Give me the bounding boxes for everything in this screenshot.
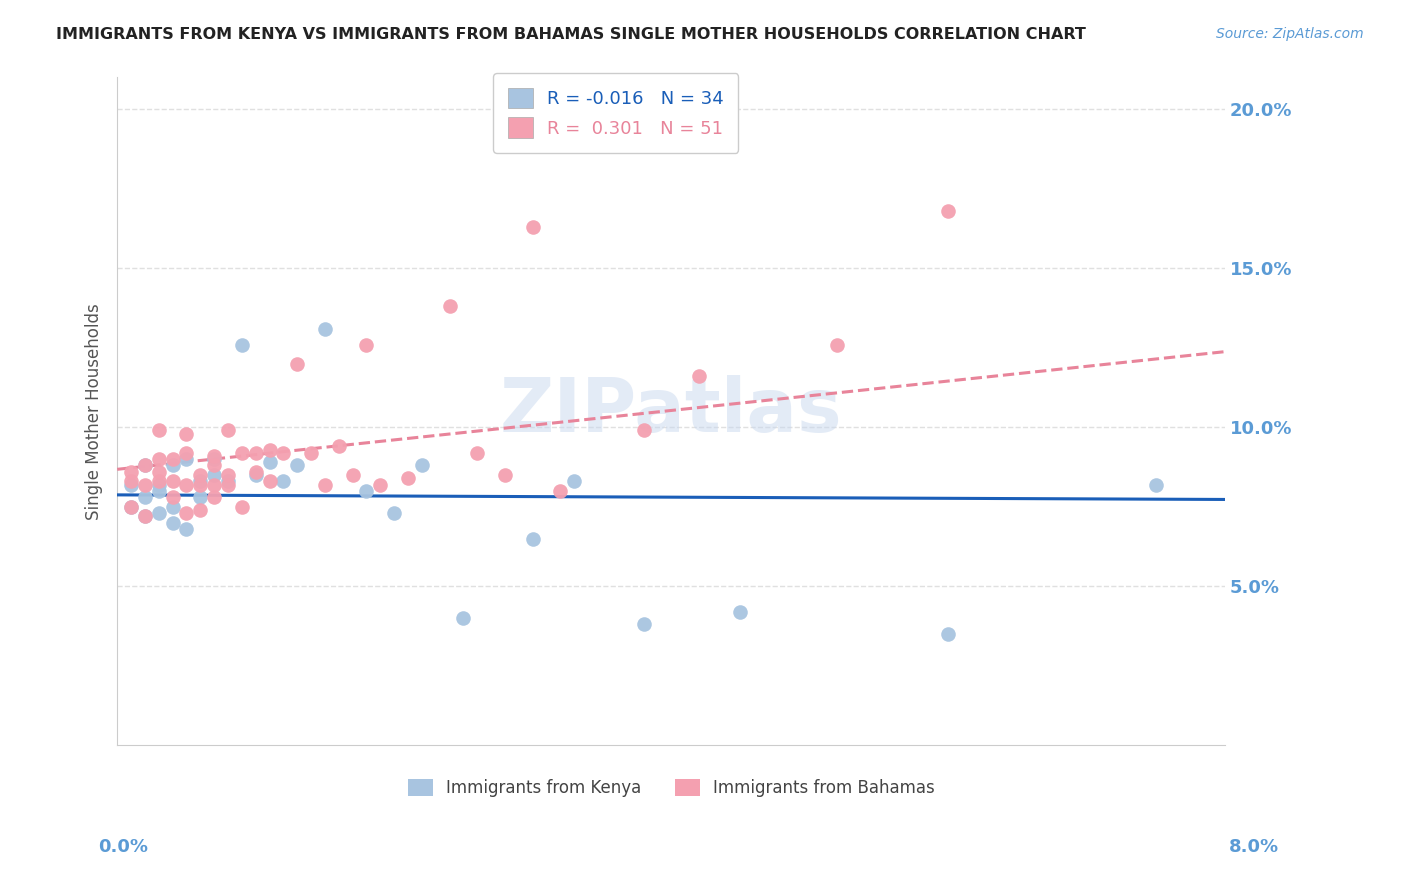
Point — [522, 532, 544, 546]
Point — [134, 458, 156, 473]
Point — [148, 475, 170, 489]
Point — [134, 509, 156, 524]
Point — [245, 465, 267, 479]
Point — [162, 490, 184, 504]
Point — [356, 337, 378, 351]
Point — [162, 458, 184, 473]
Point — [188, 467, 211, 482]
Point — [134, 509, 156, 524]
Point — [148, 477, 170, 491]
Point — [148, 506, 170, 520]
Point — [120, 500, 142, 514]
Point — [370, 477, 392, 491]
Point — [120, 475, 142, 489]
Point — [273, 446, 295, 460]
Text: 8.0%: 8.0% — [1229, 838, 1279, 856]
Y-axis label: Single Mother Households: Single Mother Households — [86, 303, 103, 520]
Point — [633, 617, 655, 632]
Point — [202, 490, 225, 504]
Point — [217, 475, 239, 489]
Point — [202, 449, 225, 463]
Point — [202, 452, 225, 467]
Point — [188, 475, 211, 489]
Point — [217, 424, 239, 438]
Point — [730, 605, 752, 619]
Point — [314, 477, 336, 491]
Point — [120, 477, 142, 491]
Point — [936, 204, 959, 219]
Point — [328, 439, 350, 453]
Point — [439, 300, 461, 314]
Point — [688, 369, 710, 384]
Point — [162, 500, 184, 514]
Text: 0.0%: 0.0% — [98, 838, 149, 856]
Point — [356, 483, 378, 498]
Point — [176, 452, 198, 467]
Point — [176, 522, 198, 536]
Text: IMMIGRANTS FROM KENYA VS IMMIGRANTS FROM BAHAMAS SINGLE MOTHER HOUSEHOLDS CORREL: IMMIGRANTS FROM KENYA VS IMMIGRANTS FROM… — [56, 27, 1085, 42]
Point — [176, 506, 198, 520]
Point — [342, 467, 364, 482]
Point — [453, 611, 475, 625]
Point — [936, 627, 959, 641]
Text: Source: ZipAtlas.com: Source: ZipAtlas.com — [1216, 27, 1364, 41]
Point — [134, 490, 156, 504]
Point — [134, 477, 156, 491]
Point — [562, 475, 585, 489]
Point — [176, 477, 198, 491]
Point — [162, 516, 184, 530]
Point — [176, 426, 198, 441]
Point — [162, 452, 184, 467]
Point — [382, 506, 405, 520]
Point — [259, 475, 281, 489]
Point — [188, 503, 211, 517]
Point — [231, 500, 253, 514]
Point — [202, 458, 225, 473]
Point — [285, 458, 308, 473]
Point — [148, 465, 170, 479]
Legend: Immigrants from Kenya, Immigrants from Bahamas: Immigrants from Kenya, Immigrants from B… — [401, 772, 942, 804]
Point — [148, 424, 170, 438]
Point — [245, 467, 267, 482]
Point — [245, 446, 267, 460]
Point — [396, 471, 419, 485]
Point — [494, 467, 516, 482]
Point — [217, 467, 239, 482]
Point — [231, 337, 253, 351]
Point — [259, 455, 281, 469]
Point — [202, 477, 225, 491]
Point — [176, 446, 198, 460]
Point — [120, 500, 142, 514]
Point — [550, 483, 572, 498]
Point — [148, 483, 170, 498]
Point — [314, 321, 336, 335]
Point — [285, 357, 308, 371]
Point — [273, 475, 295, 489]
Point — [633, 424, 655, 438]
Point — [148, 452, 170, 467]
Point — [120, 465, 142, 479]
Point — [217, 477, 239, 491]
Point — [134, 458, 156, 473]
Point — [465, 446, 488, 460]
Point — [1144, 477, 1167, 491]
Point — [259, 442, 281, 457]
Point — [162, 475, 184, 489]
Point — [202, 467, 225, 482]
Point — [411, 458, 433, 473]
Point — [188, 490, 211, 504]
Point — [231, 446, 253, 460]
Text: ZIPatlas: ZIPatlas — [501, 375, 842, 448]
Point — [299, 446, 322, 460]
Point — [827, 337, 849, 351]
Point — [188, 477, 211, 491]
Point — [522, 219, 544, 234]
